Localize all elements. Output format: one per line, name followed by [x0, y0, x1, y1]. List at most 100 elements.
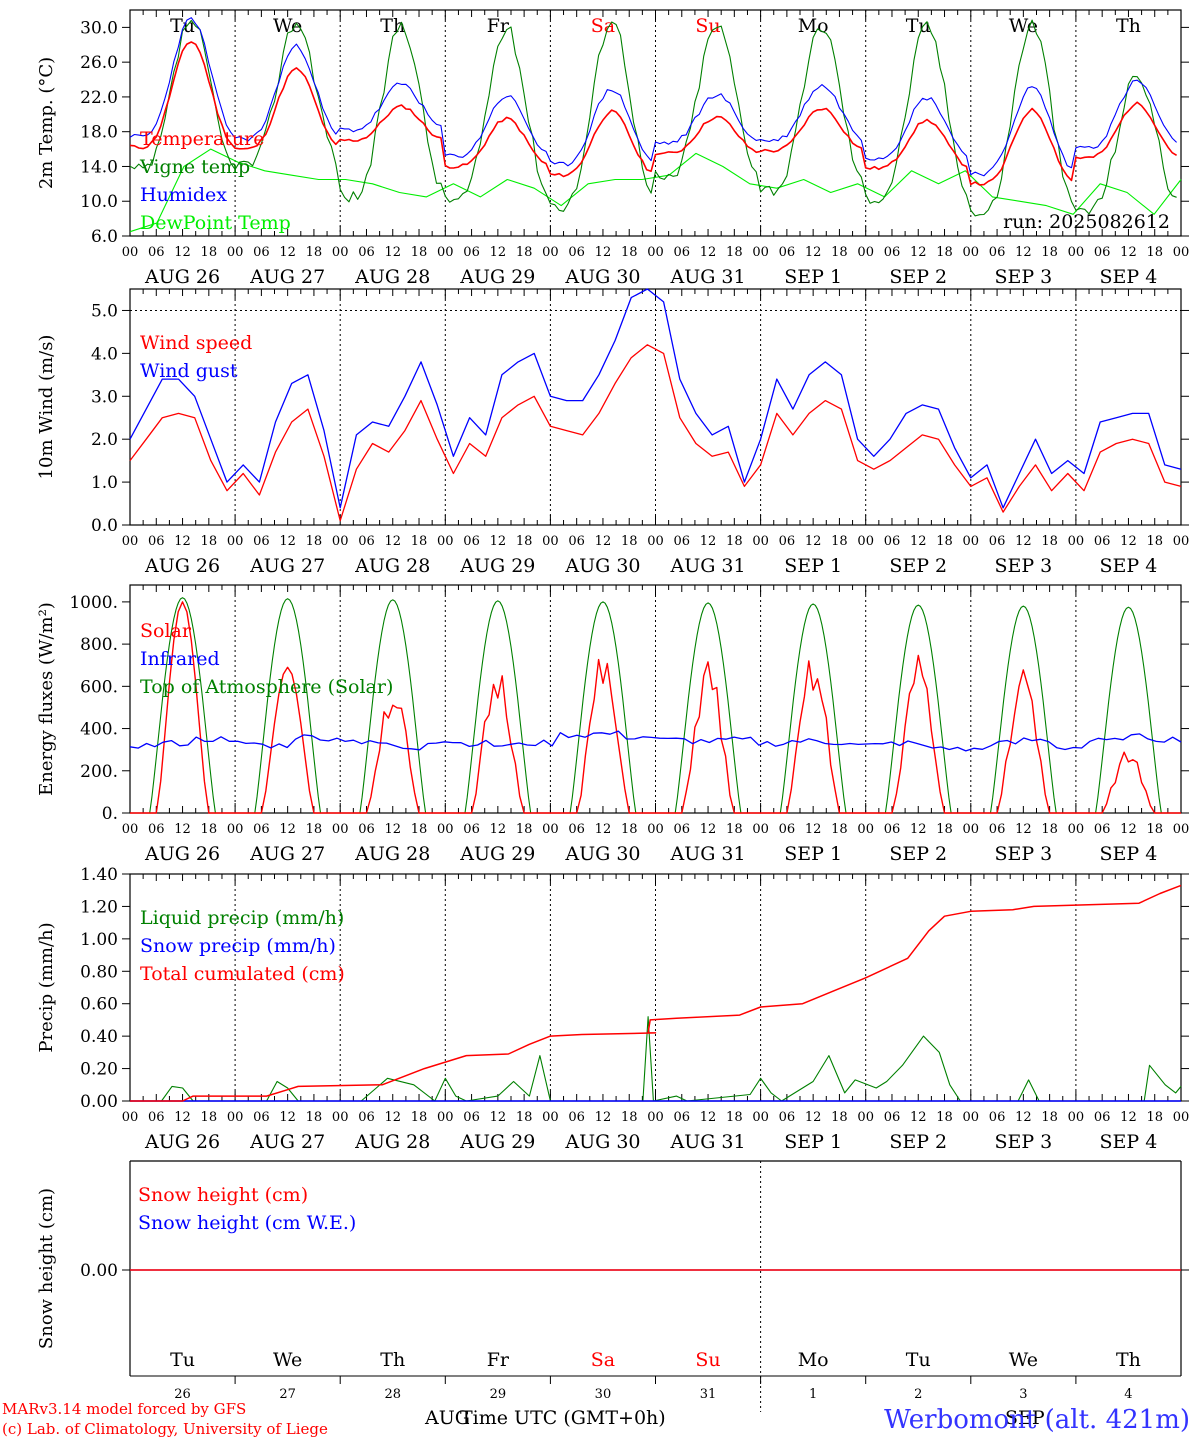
y-axis-label: Precip (mm/h): [36, 922, 57, 1052]
hour-tick-label: 18: [201, 245, 218, 260]
infrared-line: [129, 730, 1182, 752]
hour-tick-label: 12: [384, 245, 401, 260]
day-label: AUG 28: [354, 266, 430, 288]
y-tick-label: 14.0: [80, 157, 118, 177]
day-label: SEP 4: [1100, 1131, 1158, 1153]
hour-tick-label: 12: [595, 1110, 612, 1125]
hour-tick-label: 06: [989, 1110, 1006, 1125]
hour-tick-label: 06: [568, 534, 585, 549]
hour-tick-label: 00: [1068, 245, 1085, 260]
weekday-label: Mo: [798, 15, 829, 37]
day-label: AUG 31: [669, 1131, 745, 1153]
hour-tick-label: 12: [174, 1110, 191, 1125]
hour-tick-label: 12: [910, 1110, 927, 1125]
hour-tick-label: 18: [831, 1110, 848, 1125]
hour-tick-label: 00: [542, 1110, 559, 1125]
hour-tick-label: 06: [253, 1110, 270, 1125]
hour-tick-label: 06: [358, 245, 375, 260]
day-label: AUG 28: [354, 1131, 430, 1153]
wind-gust-line: [129, 288, 1182, 509]
hour-tick-label: 00: [1068, 822, 1085, 837]
y-tick-label: 5.0: [91, 301, 118, 321]
weekday-label: Tu: [906, 15, 931, 37]
hour-tick-label: 06: [1094, 1110, 1111, 1125]
hour-tick-label: 18: [831, 534, 848, 549]
weekday-label: We: [1009, 1349, 1038, 1371]
hour-tick-label: 12: [384, 822, 401, 837]
hour-tick-label: 00: [332, 534, 349, 549]
legend-entry: Snow height (cm): [138, 1184, 308, 1206]
legend-entry: Infrared: [140, 648, 220, 670]
liquid-precip-line: [161, 1016, 1182, 1102]
hour-tick-label: 18: [726, 245, 743, 260]
hour-tick-label: 00: [437, 1110, 454, 1125]
hour-tick-label: 00: [1068, 534, 1085, 549]
y-axis-label: 2m Temp. (°C): [36, 57, 57, 189]
hour-tick-label: 00: [437, 245, 454, 260]
y-tick-label: 1.0: [91, 473, 118, 493]
hour-tick-label: 12: [1015, 245, 1032, 260]
hour-tick-label: 00: [752, 534, 769, 549]
temperature-line: [129, 41, 1178, 186]
y-axis-label: Energy fluxes (W/m²): [36, 602, 57, 796]
hour-tick-label: 18: [1146, 1110, 1163, 1125]
hour-tick-label: 06: [148, 534, 165, 549]
hour-tick-label: 06: [674, 1110, 691, 1125]
legend-entry: Vigne temp: [139, 156, 250, 178]
day-label: AUG 27: [249, 266, 325, 288]
hour-tick-label: 18: [1146, 534, 1163, 549]
hour-tick-label: 12: [595, 245, 612, 260]
hour-tick-label: 18: [201, 534, 218, 549]
hour-tick-label: 12: [174, 822, 191, 837]
hour-tick-label: 12: [490, 822, 507, 837]
day-label: SEP 2: [889, 555, 947, 577]
hour-tick-label: 18: [726, 1110, 743, 1125]
hour-tick-label: 18: [306, 1110, 323, 1125]
hour-tick-label: 12: [910, 534, 927, 549]
hour-tick-label: 00: [122, 245, 139, 260]
y-tick-label: 0.80: [80, 962, 118, 982]
hour-tick-label: 06: [989, 822, 1006, 837]
hour-tick-label: 18: [411, 1110, 428, 1125]
hour-tick-label: 00: [647, 822, 664, 837]
weekday-label: Tu: [170, 1349, 195, 1371]
hour-tick-label: 12: [490, 534, 507, 549]
y-tick-label: 0.20: [80, 1060, 118, 1080]
hour-tick-label: 18: [1041, 534, 1058, 549]
hour-tick-label: 18: [306, 534, 323, 549]
hour-tick-label: 00: [332, 245, 349, 260]
hour-tick-label: 06: [779, 534, 796, 549]
day-number-label: 30: [595, 1387, 612, 1402]
day-label: AUG 26: [144, 555, 220, 577]
hour-tick-label: 00: [122, 1110, 139, 1125]
day-label: AUG 30: [564, 843, 640, 865]
weekday-label: Fr: [487, 1349, 510, 1371]
day-label: SEP 4: [1100, 843, 1158, 865]
dewpoint-line: [129, 148, 1182, 233]
hour-tick-label: 06: [463, 1110, 480, 1125]
hour-tick-label: 12: [1015, 822, 1032, 837]
day-label: SEP 3: [994, 843, 1052, 865]
hour-tick-label: 18: [516, 822, 533, 837]
hour-tick-label: 00: [857, 534, 874, 549]
hour-tick-label: 00: [1173, 534, 1190, 549]
y-tick-label: 30.0: [80, 18, 118, 38]
hour-tick-label: 06: [253, 822, 270, 837]
hour-tick-label: 06: [884, 534, 901, 549]
y-tick-label: 0.: [102, 804, 118, 824]
hour-tick-label: 12: [595, 534, 612, 549]
day-label: AUG 29: [459, 843, 535, 865]
hour-tick-label: 06: [779, 822, 796, 837]
weekday-label: We: [1009, 15, 1038, 37]
hour-tick-label: 00: [227, 822, 244, 837]
hour-tick-label: 00: [857, 822, 874, 837]
hour-tick-label: 12: [595, 822, 612, 837]
hour-tick-label: 06: [463, 534, 480, 549]
hour-tick-label: 12: [805, 245, 822, 260]
day-number-label: 2: [914, 1387, 922, 1402]
day-label: SEP 3: [994, 1131, 1052, 1153]
month-label-sep: SEP: [1005, 1407, 1045, 1429]
hour-tick-label: 12: [910, 822, 927, 837]
day-label: AUG 30: [564, 555, 640, 577]
